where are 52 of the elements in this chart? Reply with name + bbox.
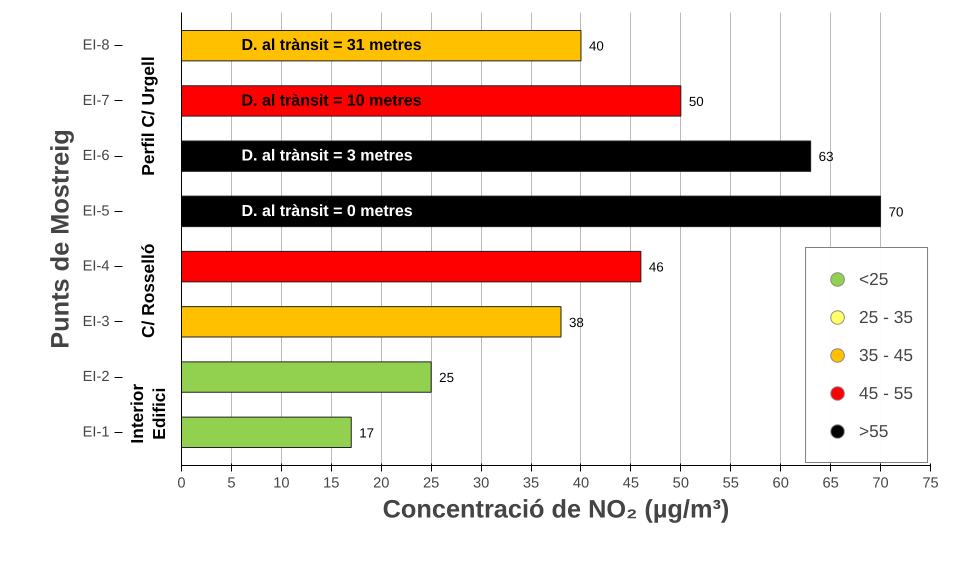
bar [182, 85, 682, 117]
data-label: 50 [688, 94, 704, 109]
data-label: 17 [359, 425, 374, 440]
y-tick-label: EI-4 [82, 258, 110, 275]
x-tick-label: 25 [423, 476, 440, 492]
x-tick-label: 15 [323, 476, 340, 492]
x-tick-label: 60 [772, 476, 789, 492]
annotation: D. al trànsit = 10 metres [242, 92, 422, 110]
x-tick-label: 0 [177, 476, 186, 492]
data-label: 70 [888, 204, 904, 220]
bar [182, 306, 562, 338]
legend-label: 45 - 55 [859, 382, 913, 404]
data-label: 63 [818, 149, 834, 164]
data-label: 38 [568, 314, 584, 330]
text: C/ Rosselló [138, 244, 158, 338]
y-axis-title: Punts de Mostreig [46, 129, 75, 349]
y-tick-label: EI-6 [82, 148, 110, 164]
x-tick-label: 20 [373, 476, 390, 492]
y-tick-label: EI-8 [82, 38, 110, 54]
y-tick-label: EI-1 [82, 424, 110, 440]
data-label: 25 [439, 370, 454, 386]
x-tick-label: 55 [722, 476, 739, 492]
annotation: D. al trànsit = 0 metres [242, 202, 413, 220]
x-tick-label: 30 [472, 476, 490, 492]
x-tick-label: 10 [273, 476, 290, 492]
x-axis-title: Concentració de NO₂ (µg/m³) [382, 496, 730, 524]
x-tick-label: 5 [227, 476, 236, 492]
legend-label: 25 - 35 [859, 306, 913, 328]
text: Interior Edifici [127, 384, 169, 444]
x-tick-label: 65 [822, 476, 839, 492]
x-tick-label: 70 [872, 476, 889, 492]
bar [182, 416, 352, 448]
x-tick-label: 45 [622, 476, 640, 492]
legend-label: 35 - 45 [859, 344, 913, 366]
bar [182, 361, 432, 393]
y-tick-label: EI-2 [82, 369, 110, 386]
x-tick-label: 75 [922, 476, 939, 492]
x-tick-label: 40 [572, 476, 590, 492]
y-tick-label: EI-5 [82, 203, 110, 220]
data-label: 40 [588, 38, 604, 54]
y-tick-label: EI-7 [82, 92, 110, 109]
bar [182, 30, 582, 62]
x-tick-label: 50 [672, 476, 689, 492]
annotation: D. al trànsit = 31 metres [242, 37, 422, 54]
text: Perfil C/ Urgell [138, 56, 158, 176]
legend-label: >55 [859, 420, 888, 442]
annotation: D. al trànsit = 3 metres [242, 148, 413, 165]
x-tick-label: 35 [522, 476, 540, 492]
bar [182, 250, 642, 282]
legend-label: <25 [859, 268, 888, 290]
y-tick-label: EI-3 [82, 314, 110, 330]
data-label: 46 [648, 260, 664, 275]
